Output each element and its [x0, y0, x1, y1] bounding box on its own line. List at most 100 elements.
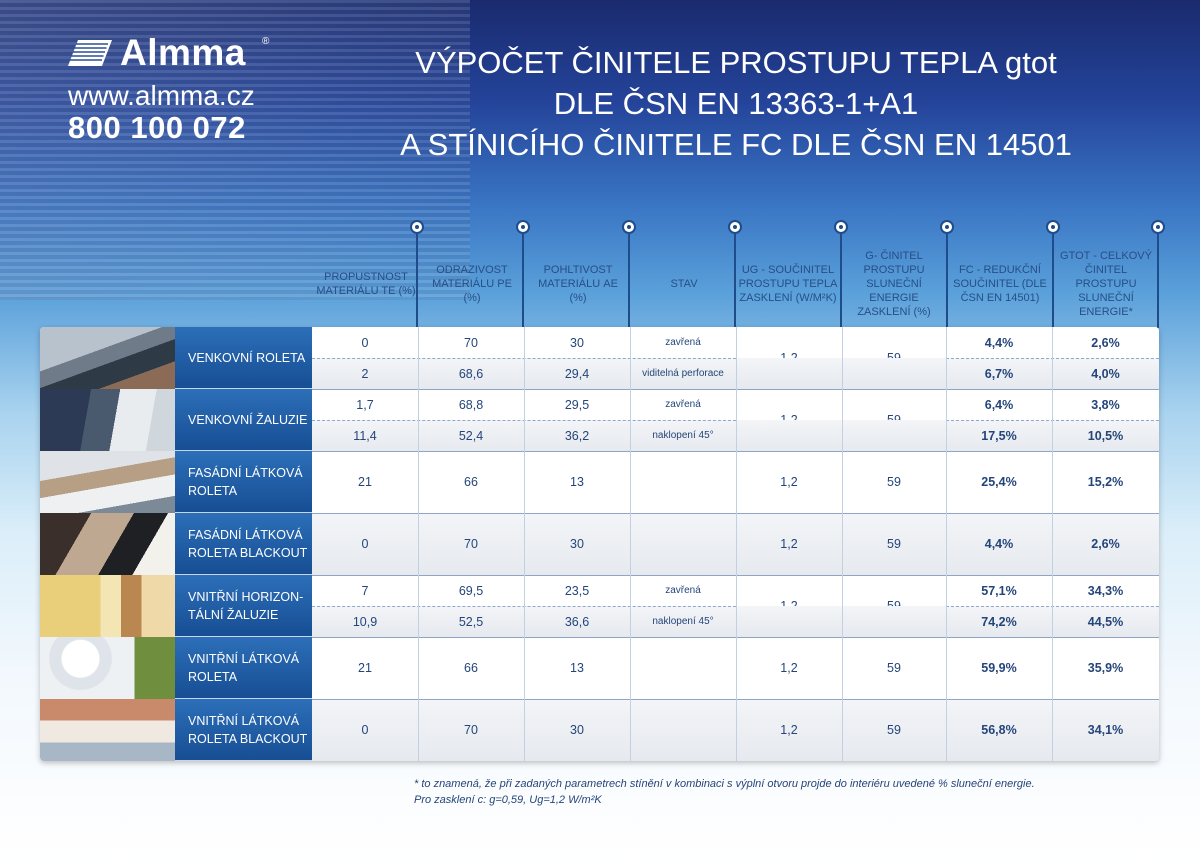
- row-divider: [312, 575, 1159, 576]
- cell-stav: zavřená: [665, 585, 701, 596]
- table-row: [312, 637, 1159, 699]
- row-divider: [312, 451, 1159, 452]
- cell-fc: 6,7%: [984, 366, 1014, 381]
- cell-fc: 17,5%: [981, 428, 1017, 443]
- external-blinds-photo: [40, 389, 175, 451]
- cell-gtot: 3,8%: [1091, 397, 1120, 412]
- cell-fc: 74,2%: [981, 614, 1017, 629]
- cell-gtot: 35,9%: [1087, 661, 1124, 675]
- table-row: [312, 575, 1159, 606]
- cell-re: 66: [464, 475, 478, 489]
- brand-website: www.almma.cz: [68, 80, 255, 111]
- cell-fc: 59,9%: [981, 661, 1017, 675]
- cell-te: 7: [361, 583, 369, 598]
- cell-fc: 56,8%: [981, 723, 1017, 737]
- column-header-te: PROPUSTNOST MATERIÁLU Te (%): [316, 271, 416, 297]
- row-label: VENKOVNÍ ŽALUZIE: [175, 389, 312, 451]
- row-label: VNITŘNÍ LÁTKOVÁ ROLETA: [175, 637, 312, 699]
- cell-ae: 30: [570, 723, 584, 737]
- row-divider: [312, 699, 1159, 700]
- cell-ae: 36,2: [564, 428, 590, 443]
- registered-mark: ®: [262, 36, 270, 47]
- footnote-line: * to znamená, že při zadaných parametrec…: [414, 778, 1035, 790]
- cell-te: 10,9: [352, 614, 378, 629]
- cell-re: 68,8: [458, 397, 484, 412]
- cell-g: 59: [887, 661, 901, 675]
- cell-stav: [630, 699, 736, 761]
- cell-re: 70: [464, 335, 478, 350]
- cell-te: 1,7: [356, 397, 374, 412]
- cell-ae: 30: [570, 537, 584, 551]
- cell-re: 68,6: [458, 366, 484, 381]
- column-divider: [946, 327, 947, 761]
- cell-fc: 25,4%: [981, 475, 1017, 489]
- cell-re: 52,5: [458, 614, 484, 629]
- cell-stav: zavřená: [665, 399, 701, 410]
- row-label: FASÁDNÍ LÁTKOVÁ ROLETA BLACKOUT: [175, 513, 312, 575]
- cell-ug: 1,2: [780, 475, 798, 489]
- cell-g: 59: [887, 537, 901, 551]
- table-row: [312, 606, 1159, 637]
- column-divider: [524, 327, 525, 761]
- table-row: [312, 327, 1159, 358]
- column-header-stav: STAV: [670, 278, 698, 290]
- data-table: VENKOVNÍ ROLETA07030zavřená1,2594,4%2,6%…: [40, 327, 1159, 761]
- cell-ug: 1,2: [780, 537, 798, 551]
- column-header-gtot: gtot - CELKOVÝ ČINITEL PROSTUPU SLUNEČNÍ…: [1060, 250, 1152, 318]
- cell-gtot: 4,0%: [1091, 366, 1120, 381]
- cell-g: 59: [887, 475, 901, 489]
- cell-te: 2: [361, 366, 369, 381]
- cell-gtot: 34,3%: [1087, 583, 1124, 598]
- column-divider: [842, 327, 843, 761]
- cell-gtot: 15,2%: [1087, 475, 1124, 489]
- column-divider: [1052, 327, 1053, 761]
- pin-marker: [622, 220, 636, 328]
- pin-marker: [834, 220, 848, 328]
- pin-marker: [516, 220, 530, 328]
- facade-fabric-roller-photo: [40, 451, 175, 513]
- internal-horizontal-blinds-photo: [40, 575, 175, 637]
- cell-fc: 57,1%: [981, 583, 1017, 598]
- cell-stav: naklopení 45°: [652, 430, 714, 441]
- cell-ae: 30: [570, 335, 584, 350]
- cell-re: 66: [464, 661, 478, 675]
- row-label: VNITŘNÍ HORIZON-TÁLNÍ ŽALUZIE: [175, 575, 312, 637]
- page-title: VÝPOČET ČINITELE PROSTUPU TEPLA gtot DLE…: [380, 42, 1092, 165]
- cell-ug: 1,2: [780, 723, 798, 737]
- cell-re: 69,5: [458, 583, 484, 598]
- cell-stav: viditelná perforace: [642, 368, 724, 379]
- table-row: [312, 358, 1159, 389]
- facade-blackout-photo: [40, 513, 175, 575]
- cell-te: 21: [358, 475, 372, 489]
- cell-gtot: 2,6%: [1091, 335, 1120, 350]
- column-divider: [418, 327, 419, 761]
- column-pins: [0, 220, 1200, 330]
- internal-fabric-roller-photo: [40, 637, 175, 699]
- almma-logo-icon: [68, 40, 112, 66]
- title-line: VÝPOČET ČINITELE PROSTUPU TEPLA gtot: [415, 45, 1057, 80]
- internal-blackout-photo: [40, 699, 175, 761]
- cell-stav: [630, 451, 736, 513]
- cell-re: 70: [464, 537, 478, 551]
- table-row: [312, 389, 1159, 420]
- cell-te: 0: [361, 335, 369, 350]
- column-header-ug: Ug - SOUČINITEL PROSTUPU TEPLA ZASKLENÍ …: [738, 264, 838, 304]
- pin-marker: [1046, 220, 1060, 328]
- cell-te: 0: [361, 723, 369, 737]
- cell-ug: 1,2: [780, 661, 798, 675]
- table-row: [312, 513, 1159, 575]
- row-label: FASÁDNÍ LÁTKOVÁ ROLETA: [175, 451, 312, 513]
- brand-phone: 800 100 072: [68, 110, 246, 145]
- column-divider: [736, 327, 737, 761]
- row-divider: [312, 637, 1159, 638]
- title-line: DLE ČSN EN 13363-1+A1: [553, 86, 919, 121]
- footnote-line: Pro zasklení c: g=0,59, Ug=1,2 W/m²K: [414, 794, 602, 806]
- cell-te: 21: [358, 661, 372, 675]
- column-header-ae: POHLTIVOST MATERIÁLU αe (%): [538, 264, 618, 304]
- cell-fc: 6,4%: [984, 397, 1014, 412]
- pin-marker: [410, 220, 424, 328]
- table-row: [312, 699, 1159, 761]
- brand-name: Almma: [120, 32, 246, 73]
- cell-ae: 23,5: [564, 583, 590, 598]
- column-header-g: g- ČINITEL PROSTUPU SLUNEČNÍ ENERGIE ZAS…: [857, 250, 931, 318]
